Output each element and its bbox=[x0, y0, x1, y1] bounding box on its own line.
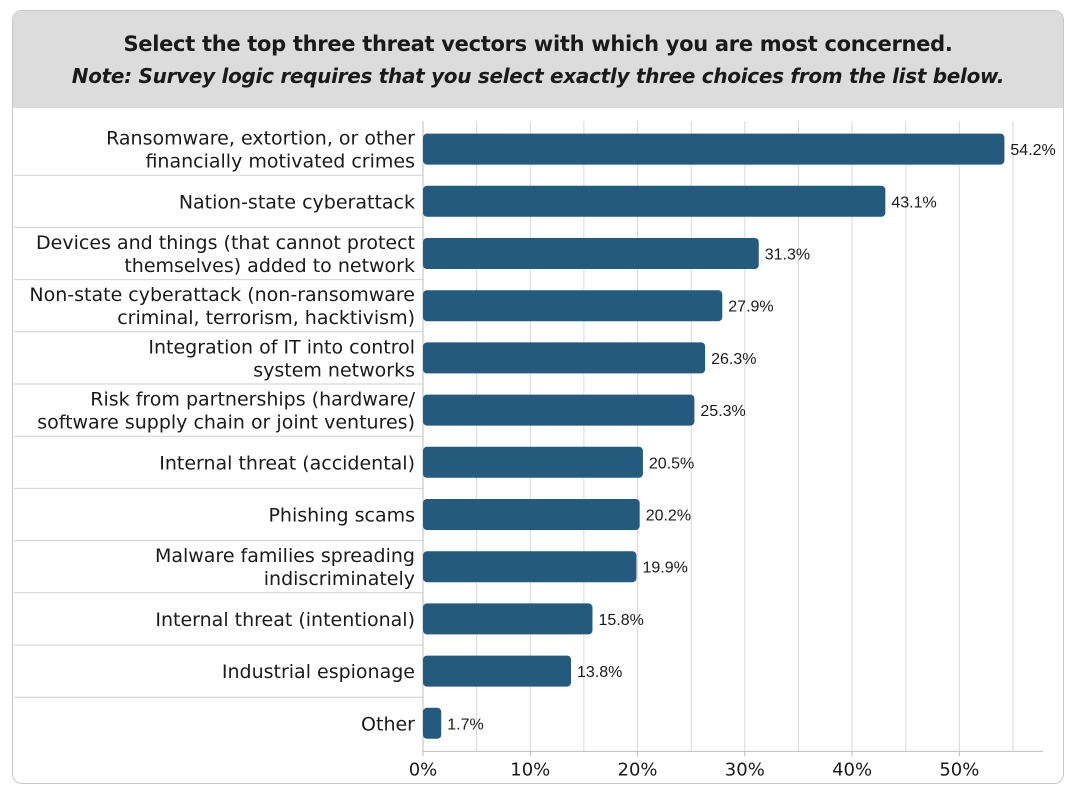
category-label: Non-state cyberattack (non-ransomware bbox=[29, 284, 415, 306]
bar bbox=[423, 342, 706, 374]
value-label: 27.9% bbox=[728, 299, 773, 316]
chart-subtitle: Note: Survey logic requires that you sel… bbox=[71, 64, 1005, 88]
category-label: Phishing scams bbox=[268, 505, 415, 527]
chart-header: Select the top three threat vectors with… bbox=[13, 11, 1063, 108]
category-label: Internal threat (accidental) bbox=[159, 452, 415, 474]
category-label: Devices and things (that cannot protect bbox=[36, 232, 415, 254]
category-label: themselves) added to network bbox=[124, 255, 415, 277]
bar bbox=[423, 499, 640, 530]
category-label: Risk from partnerships (hardware/ bbox=[90, 389, 415, 411]
value-label: 15.8% bbox=[598, 612, 643, 629]
bar bbox=[423, 394, 695, 426]
category-label: criminal, terrorism, hacktivism) bbox=[117, 307, 415, 329]
x-tick-label: 20% bbox=[618, 759, 658, 780]
value-label: 19.9% bbox=[642, 560, 687, 577]
value-label: 54.2% bbox=[1010, 142, 1055, 159]
x-tick-label: 40% bbox=[832, 759, 872, 780]
category-label: Malware families spreading bbox=[155, 545, 415, 567]
value-label: 26.3% bbox=[711, 351, 756, 368]
x-tick-label: 30% bbox=[725, 759, 765, 780]
bar bbox=[423, 446, 643, 478]
bar bbox=[423, 603, 593, 635]
value-label: 20.5% bbox=[649, 455, 694, 472]
value-label: 31.3% bbox=[765, 247, 810, 264]
bar bbox=[423, 655, 572, 687]
category-label: software supply chain or joint ventures) bbox=[37, 412, 415, 434]
category-label: indiscriminately bbox=[264, 568, 415, 590]
value-label: 20.2% bbox=[646, 508, 691, 525]
bar bbox=[423, 551, 637, 583]
value-label: 25.3% bbox=[700, 403, 745, 420]
bar bbox=[423, 290, 723, 322]
category-label: Ransomware, extortion, or other bbox=[106, 128, 415, 150]
value-label: 43.1% bbox=[891, 194, 936, 211]
value-label: 1.7% bbox=[447, 716, 483, 733]
category-label: system networks bbox=[253, 359, 415, 381]
bar bbox=[423, 238, 759, 269]
x-tick-label: 0% bbox=[409, 759, 438, 780]
bar bbox=[423, 185, 886, 217]
category-label: financially motivated crimes bbox=[145, 151, 415, 173]
bar bbox=[423, 707, 442, 739]
category-label: Nation-state cyberattack bbox=[179, 191, 415, 213]
category-label: Other bbox=[361, 713, 415, 735]
bar bbox=[423, 133, 1005, 165]
value-label: 13.8% bbox=[577, 664, 622, 681]
category-label: Industrial espionage bbox=[222, 661, 415, 683]
x-tick-label: 50% bbox=[939, 759, 979, 780]
x-tick-label: 10% bbox=[510, 759, 550, 780]
chart-title: Select the top three threat vectors with… bbox=[123, 32, 953, 56]
category-label: Internal threat (intentional) bbox=[155, 609, 415, 631]
category-label: Integration of IT into control bbox=[148, 336, 415, 358]
